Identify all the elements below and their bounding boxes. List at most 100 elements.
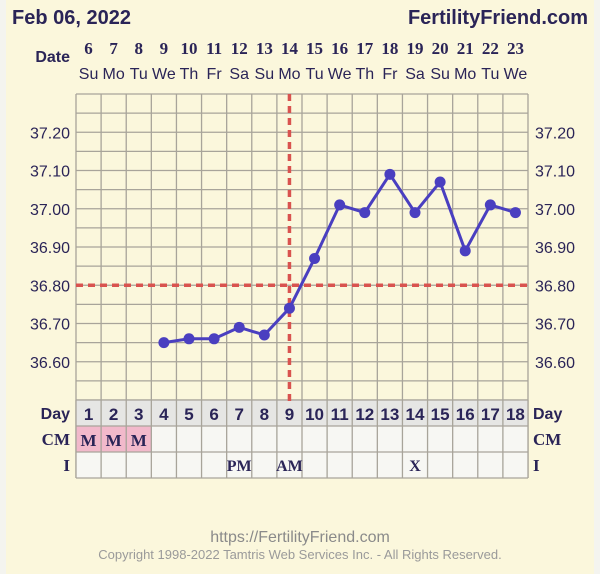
weekday-label: Su (255, 66, 275, 83)
date-number: 11 (206, 39, 222, 58)
weekday-label: Tu (306, 66, 324, 83)
cycle-day-number[interactable]: 9 (285, 405, 294, 424)
y-tick-label-left: 37.10 (30, 164, 70, 181)
cm-value: M (131, 431, 147, 450)
cycle-day-number[interactable]: 18 (506, 405, 525, 424)
weekday-label: Th (355, 66, 374, 83)
cm-value: M (81, 431, 97, 450)
cycle-day-number[interactable]: 7 (234, 405, 243, 424)
cm-value: M (106, 431, 122, 450)
weekday-label: We (504, 66, 528, 83)
temperature-point-day-11 (334, 199, 346, 211)
y-tick-label-right: 37.00 (535, 202, 575, 219)
date-number: 17 (356, 39, 374, 58)
temperature-point-day-18 (509, 207, 521, 219)
cm-menstruation-cell (76, 426, 102, 452)
temperature-point-day-16 (459, 245, 471, 257)
weekday-label: Mo (454, 66, 476, 83)
cycle-day-number[interactable]: 6 (209, 405, 218, 424)
y-tick-label-right: 37.20 (535, 125, 575, 142)
weekday-label: Tu (481, 66, 499, 83)
cycle-day-number[interactable]: 15 (431, 405, 450, 424)
date-number: 6 (84, 39, 93, 58)
weekday-label: Su (79, 66, 99, 83)
cycle-day-number[interactable]: 5 (184, 405, 193, 424)
weekday-label: Fr (207, 66, 223, 83)
cycle-day-number[interactable]: 8 (260, 405, 269, 424)
footer-copyright: Copyright 1998-2022 Tamtris Web Services… (98, 547, 501, 562)
y-tick-label-left: 37.00 (30, 202, 70, 219)
temperature-point-day-9 (283, 302, 295, 314)
date-number: 15 (306, 39, 323, 58)
weekday-label: We (328, 66, 352, 83)
y-tick-label-right: 36.70 (535, 317, 575, 334)
cycle-day-number[interactable]: 2 (109, 405, 118, 424)
temperature-point-day-4 (158, 337, 170, 349)
date-number: 13 (256, 39, 273, 58)
brand-name: FertilityFriend.com (408, 7, 588, 29)
date-number: 20 (432, 39, 449, 58)
temperature-point-day-14 (409, 207, 421, 219)
cycle-day-number[interactable]: 11 (331, 405, 349, 424)
day-row-label-right: Day (533, 406, 562, 423)
weekday-label: Mo (103, 66, 125, 83)
weekday-label: Fr (382, 66, 398, 83)
weekday-label: Sa (405, 66, 425, 83)
date-number: 21 (457, 39, 474, 58)
day-row-label-left: Day (41, 406, 70, 423)
y-tick-label-right: 36.80 (535, 278, 575, 295)
date-number: 16 (331, 39, 348, 58)
cm-row-label-left: CM (42, 430, 70, 449)
weekday-label: We (152, 66, 176, 83)
cycle-day-number[interactable]: 17 (481, 405, 500, 424)
temperature-point-day-15 (434, 176, 446, 188)
footer-url[interactable]: https://FertilityFriend.com (210, 529, 390, 546)
weekday-label: Tu (130, 66, 148, 83)
cm-menstruation-cell (101, 426, 127, 452)
intercourse-row-label-left: I (63, 456, 70, 475)
temperature-point-day-5 (183, 333, 195, 345)
temperature-point-day-8 (258, 329, 270, 341)
chart-date: Feb 06, 2022 (12, 7, 131, 29)
grid (75, 93, 529, 479)
weekday-label: Su (430, 66, 450, 83)
cycle-day-number[interactable]: 13 (380, 405, 399, 424)
cm-row-label-right: CM (533, 430, 561, 449)
y-tick-label-left: 36.80 (30, 278, 70, 295)
temperature-point-day-6 (208, 333, 220, 345)
weekday-label: Mo (278, 66, 300, 83)
cycle-day-number[interactable]: 10 (305, 405, 324, 424)
y-tick-label-left: 37.20 (30, 125, 70, 142)
intercourse-value: AM (276, 458, 303, 475)
temperature-point-day-7 (233, 321, 245, 333)
date-number: 10 (181, 39, 198, 58)
weekday-label: Th (180, 66, 199, 83)
intercourse-value: X (409, 458, 421, 475)
temperature-point-day-12 (359, 207, 371, 219)
cm-menstruation-cell (126, 426, 152, 452)
cycle-day-number[interactable]: 3 (134, 405, 143, 424)
cycle-day-number[interactable]: 12 (355, 405, 374, 424)
y-tick-label-right: 36.90 (535, 240, 575, 257)
cycle-day-number[interactable]: 14 (406, 405, 425, 424)
y-tick-label-left: 36.70 (30, 317, 70, 334)
cycle-day-number[interactable]: 16 (456, 405, 475, 424)
date-number: 23 (507, 39, 524, 58)
temperature-point-day-13 (384, 168, 396, 180)
cycle-day-number[interactable]: 4 (159, 405, 169, 424)
y-tick-label-left: 36.90 (30, 240, 70, 257)
date-number: 18 (381, 39, 398, 58)
y-tick-label-right: 37.10 (535, 164, 575, 181)
y-tick-label-left: 36.60 (30, 355, 70, 372)
date-number: 12 (231, 39, 248, 58)
date-number: 8 (135, 39, 144, 58)
cycle-day-number[interactable]: 1 (84, 405, 93, 424)
date-row-label: Date (35, 49, 70, 66)
temperature-point-day-17 (484, 199, 496, 211)
weekday-label: Sa (229, 66, 249, 83)
date-number: 7 (109, 39, 118, 58)
intercourse-row-label-right: I (533, 456, 540, 475)
